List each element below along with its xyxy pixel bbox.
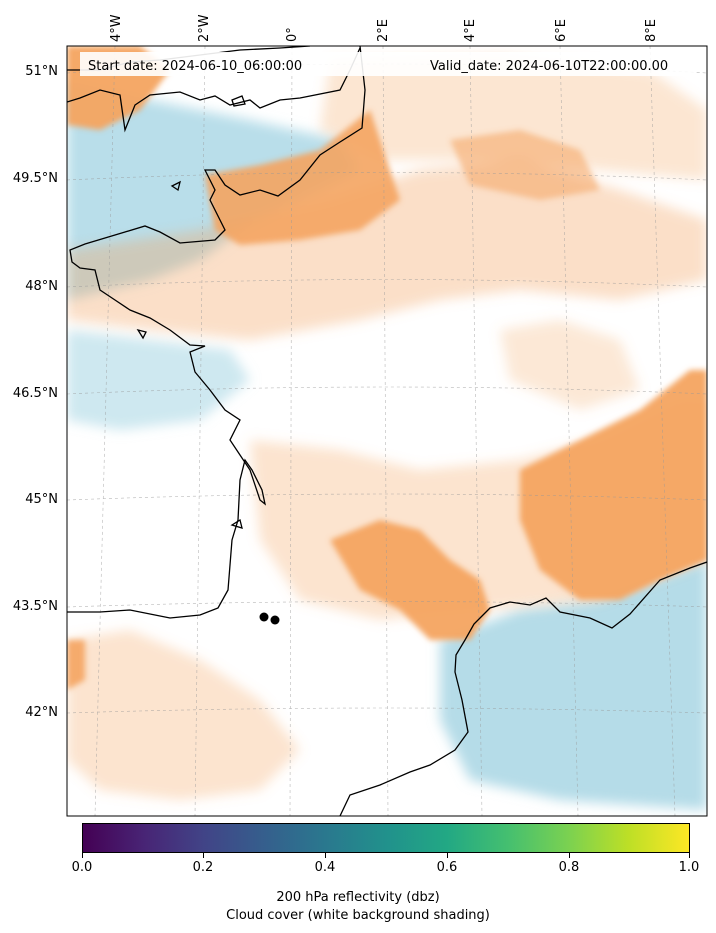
colorbar-tick-label: 0.4 [314,860,336,875]
lon-label-2w: 2°W [197,14,212,42]
lon-label-8e: 8°E [644,19,659,42]
colorbar-tick-label: 0.6 [436,860,458,875]
lon-label-4e: 4°E [463,19,478,42]
lon-label-4w: 4°W [109,14,124,42]
colorbar-tick [447,853,448,858]
lat-label-43-5n: 43.5°N [13,599,58,614]
colorbar [82,823,690,853]
colorbar-tick-label: 0.8 [558,860,580,875]
lat-label-49-5n: 49.5°N [13,171,58,186]
map-area: Start date: 2024-06-10_06:00:00 Valid_da… [67,46,707,816]
colorbar-tick [569,853,570,858]
marker-point-1 [259,612,269,622]
lat-label-42n: 42°N [25,705,58,720]
valid-date-label: Valid_date: 2024-06-10T22:00:00.00 [430,59,668,74]
lat-label-48n: 48°N [25,279,58,294]
lat-label-45n: 45°N [25,492,58,507]
colorbar-tick [203,853,204,858]
header-box [80,52,696,76]
plot-frame [66,45,708,817]
colorbar-tick-label: 1.0 [678,860,700,875]
colorbar-tick-label: 0.0 [71,860,93,875]
latitude-labels: 51°N 49.5°N 48°N 46.5°N 45°N 43.5°N 42°N [13,64,58,720]
lat-label-51n: 51°N [25,64,58,79]
marker-point-2 [270,615,280,625]
lon-label-2e: 2°E [376,19,391,42]
lat-label-46-5n: 46.5°N [13,386,58,401]
longitude-labels: 4°W 2°W 0° 2°E 4°E 6°E 8°E [109,14,659,42]
start-date-label: Start date: 2024-06-10_06:00:00 [88,59,302,74]
lon-label-0: 0° [285,27,300,42]
colorbar-tick-label: 0.2 [192,860,214,875]
colorbar-tick [689,853,690,858]
lon-label-6e: 6°E [554,19,569,42]
colorbar-tick [82,853,83,858]
colorbar-label-cloud-cover: Cloud cover (white background shading) [226,908,490,923]
colorbar-tick [325,853,326,858]
colorbar-label-reflectivity: 200 hPa reflectivity (dbz) [276,890,440,905]
